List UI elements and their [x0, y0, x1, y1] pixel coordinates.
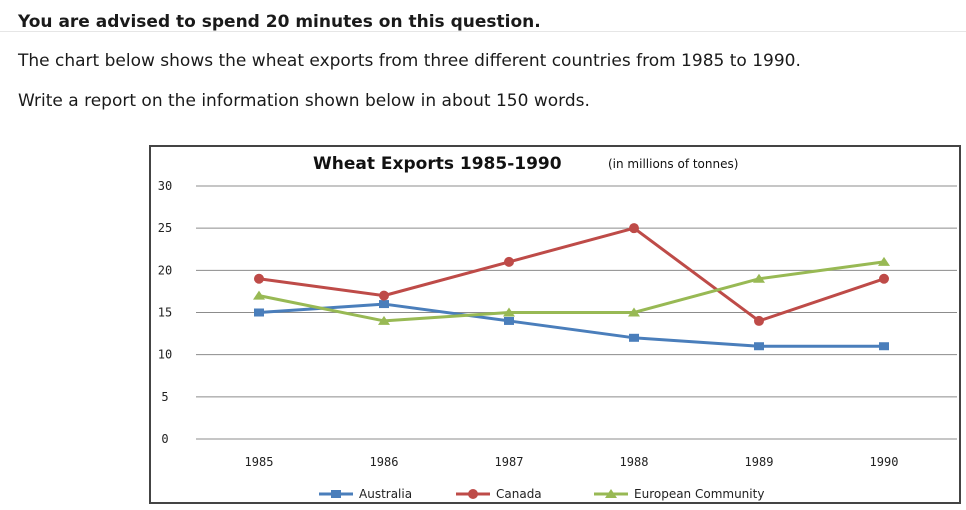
- legend-label: Australia: [359, 487, 412, 501]
- legend-entry: Australia: [319, 487, 412, 501]
- data-point: [379, 300, 389, 309]
- x-tick-label: 1989: [745, 455, 774, 469]
- series-line: [258, 260, 885, 323]
- data-point: [254, 308, 264, 317]
- instruction-time: You are advised to spend 20 minutes on t…: [18, 12, 541, 32]
- y-tick-label: 0: [161, 432, 168, 446]
- y-tick-label: 10: [158, 348, 172, 362]
- data-point: [879, 273, 889, 284]
- chart-frame: 0 5 10 15 20 25 30 1985 1986 1987 1988 1989 1990 Wh…: [149, 145, 961, 504]
- series-line: [258, 302, 884, 348]
- data-point: [754, 315, 764, 326]
- y-tick-label: 5: [161, 390, 168, 404]
- data-point: [879, 342, 889, 351]
- data-point: [629, 333, 639, 342]
- legend-label: European Community: [634, 487, 764, 501]
- x-tick-label: 1987: [495, 455, 524, 469]
- chart-title: Wheat Exports 1985-1990: [313, 154, 562, 174]
- y-tick-label: 30: [158, 179, 172, 193]
- x-tick-label: 1990: [870, 455, 899, 469]
- instruction-task: Write a report on the information shown …: [18, 91, 590, 111]
- legend-label: Canada: [496, 487, 542, 501]
- data-point: [378, 315, 390, 325]
- divider: [0, 31, 966, 32]
- data-point: [254, 273, 264, 284]
- legend-entry: European Community: [594, 487, 764, 501]
- legend-entry: Canada: [456, 487, 542, 501]
- data-point: [504, 316, 514, 325]
- series-line: [258, 226, 885, 323]
- data-point: [331, 490, 341, 498]
- data-point: [503, 307, 515, 317]
- series-canada: [254, 223, 889, 326]
- line-chart: 0 5 10 15 20 25 30 1985 1986 1987 1988 1989 1990 Wh…: [158, 154, 957, 501]
- data-point: [379, 290, 389, 301]
- data-point: [253, 290, 265, 300]
- data-point: [605, 489, 617, 498]
- data-point: [753, 273, 765, 283]
- data-point: [878, 256, 890, 266]
- instruction-description: The chart below shows the wheat exports …: [18, 51, 801, 71]
- x-tick-label: 1988: [620, 455, 649, 469]
- data-point: [628, 307, 640, 317]
- chart-subtitle: (in millions of tonnes): [608, 157, 738, 171]
- data-point: [629, 223, 639, 234]
- x-tick-label: 1985: [245, 455, 274, 469]
- data-point: [504, 256, 514, 267]
- y-tick-label: 20: [158, 263, 172, 277]
- series-australia: [254, 300, 889, 351]
- y-tick-label: 15: [158, 306, 172, 320]
- y-tick-label: 25: [158, 221, 172, 235]
- x-tick-label: 1986: [370, 455, 399, 469]
- data-point: [754, 342, 764, 351]
- data-point: [468, 489, 478, 499]
- series-european-community: [253, 256, 890, 325]
